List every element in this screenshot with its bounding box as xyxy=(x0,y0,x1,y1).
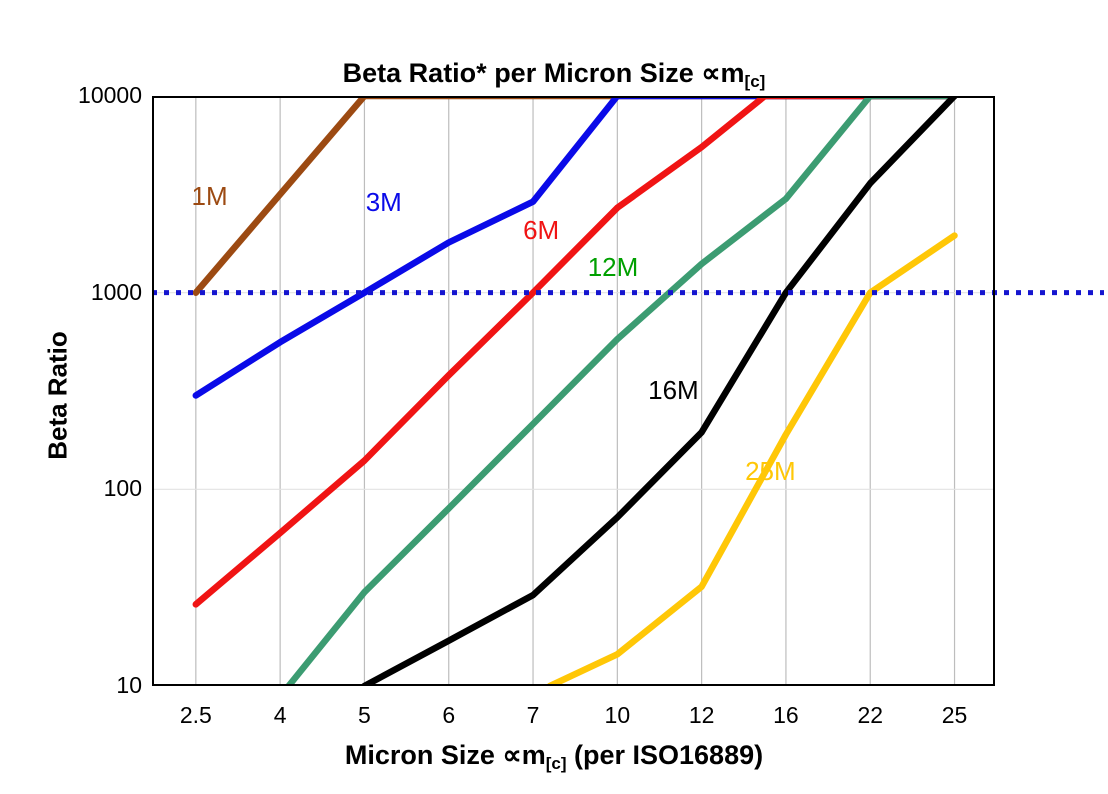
series-line-12M xyxy=(285,96,958,686)
y-tick-label: 10 xyxy=(116,672,142,698)
x-tick-label: 2.5 xyxy=(179,702,212,728)
x-axis-title-tail: (per ISO16889) xyxy=(566,740,764,770)
x-tick-label: 7 xyxy=(526,702,540,728)
y-tick-label: 10000 xyxy=(78,82,142,108)
plot-frame xyxy=(152,96,995,686)
y-tick-label: 100 xyxy=(103,475,142,502)
x-tick-label: 16 xyxy=(773,702,799,728)
chart-title-subscript: [c] xyxy=(744,72,766,91)
series-group xyxy=(192,96,958,686)
x-tick-label: 10 xyxy=(604,702,631,728)
series-line-3M xyxy=(192,96,958,399)
series-label-1M: 1M xyxy=(191,180,228,211)
x-tick-label: 5 xyxy=(358,702,371,728)
series-label-3M: 3M xyxy=(365,186,402,217)
series-label-25M: 25M xyxy=(745,455,796,486)
x-tick-label: 12 xyxy=(688,702,715,728)
x-axis-title-subscript: [c] xyxy=(545,754,567,773)
series-line-16M xyxy=(361,96,958,686)
chart-title: Beta Ratio* per Micron Size ∝m[c] xyxy=(0,58,1108,92)
x-axis-title-main: Micron Size ∝m xyxy=(344,740,546,770)
series-label-12M: 12M xyxy=(587,252,639,283)
x-tick-label: 4 xyxy=(273,702,287,728)
x-tick-label: 6 xyxy=(442,702,456,728)
series-line-25M xyxy=(546,232,958,686)
chart-title-main: Beta Ratio* per Micron Size ∝m xyxy=(342,58,745,88)
series-label-16M: 16M xyxy=(648,374,699,405)
x-tick-label: 22 xyxy=(857,702,884,728)
y-tick-label: 1000 xyxy=(90,278,142,305)
x-tick-label: 25 xyxy=(941,702,968,728)
x-axis-title: Micron Size ∝m[c] (per ISO16889) xyxy=(0,740,1108,774)
series-line-1M xyxy=(192,96,958,296)
series-line-6M xyxy=(192,96,958,608)
series-label-6M: 6M xyxy=(523,215,560,246)
